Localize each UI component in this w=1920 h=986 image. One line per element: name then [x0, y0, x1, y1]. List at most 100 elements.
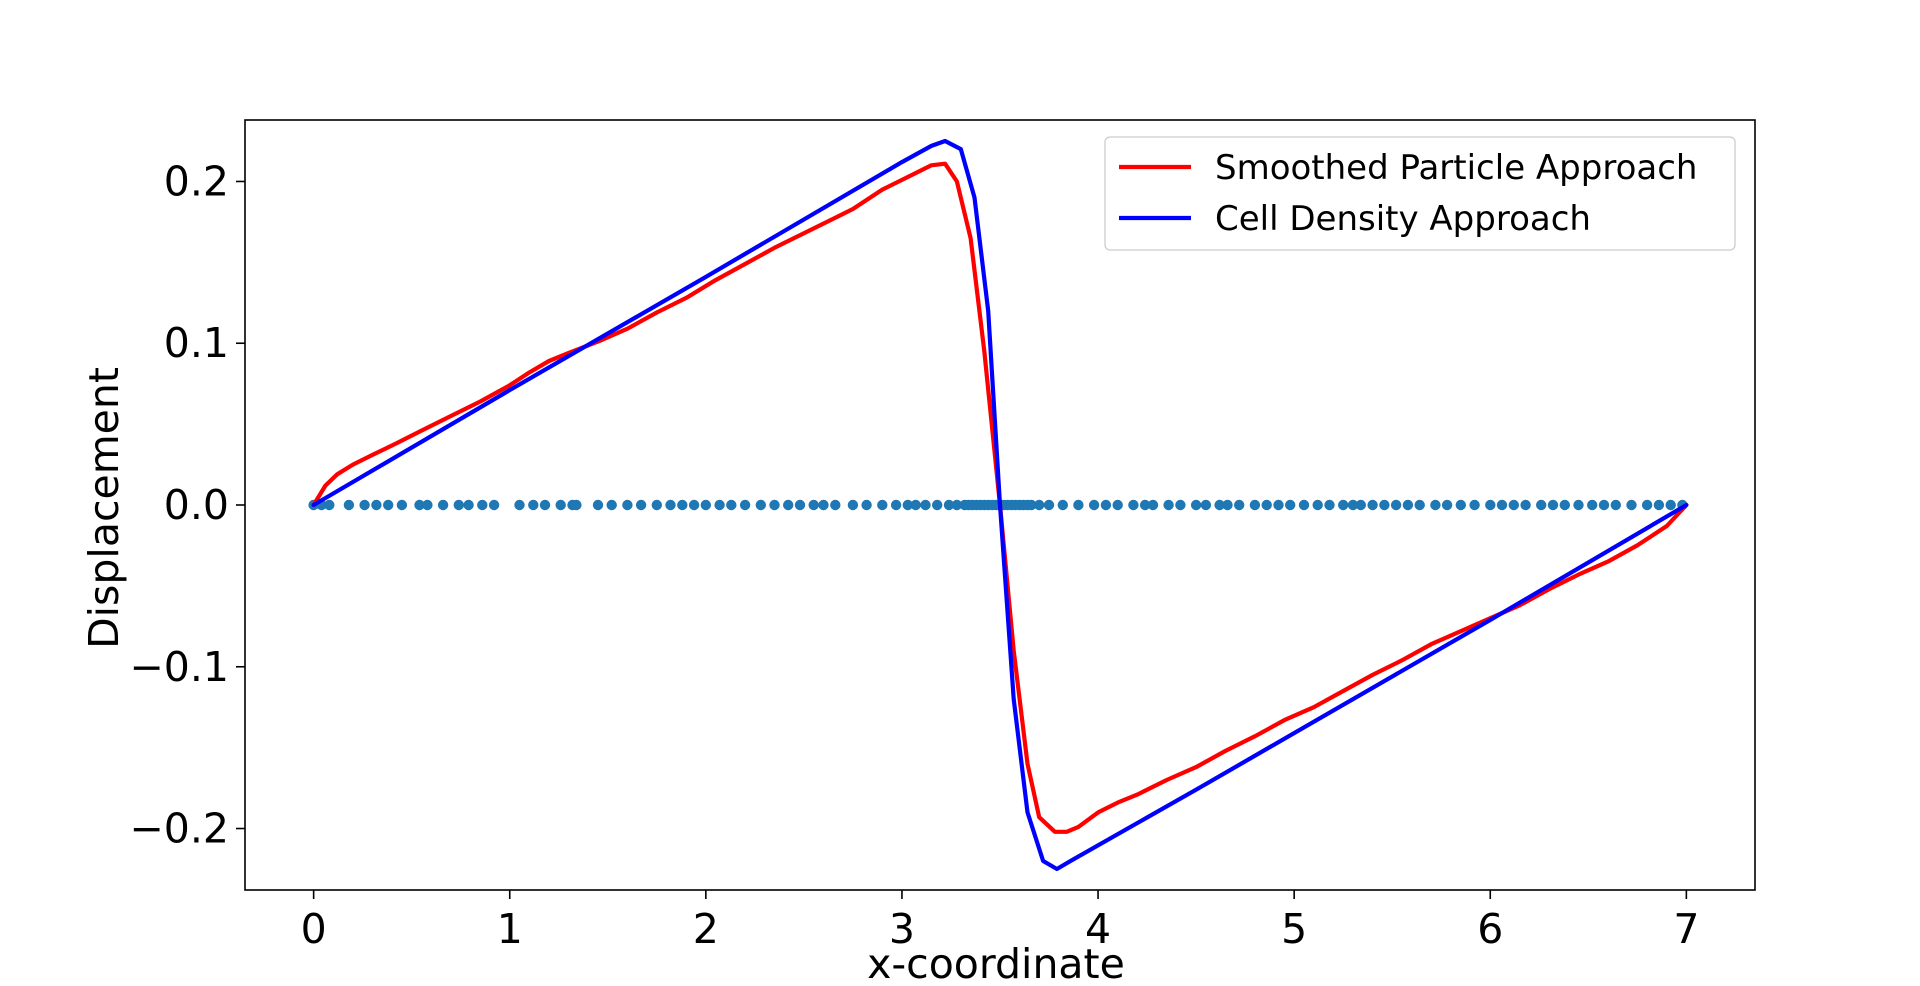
scatter-point: [1402, 499, 1414, 511]
series-line-0: [311, 161, 1689, 834]
scatter-point: [1026, 499, 1037, 511]
scatter-point: [1626, 499, 1637, 511]
scatter-point: [463, 499, 474, 511]
scatter-point: [714, 499, 725, 511]
scatter-point: [830, 499, 841, 511]
scatter-point: [1430, 499, 1441, 511]
scatter-point: [514, 499, 525, 511]
scatter-point: [1163, 499, 1174, 511]
scatter-point: [1573, 499, 1584, 511]
scatter-point: [371, 499, 382, 511]
x-tick-label: 6: [1477, 905, 1503, 953]
scatter-point: [920, 499, 931, 511]
y-axis-title: Displacement: [80, 367, 128, 649]
scatter-point: [890, 499, 902, 511]
scatter-series: [308, 499, 1688, 511]
series-layer: [308, 138, 1689, 872]
x-tick-label: 2: [693, 905, 719, 953]
scatter-point: [726, 499, 737, 511]
scatter-point: [932, 499, 943, 511]
scatter-point: [769, 499, 780, 511]
scatter-point: [651, 499, 662, 511]
legend-label: Smoothed Particle Approach: [1215, 148, 1697, 188]
scatter-point: [1390, 499, 1402, 511]
scatter-point: [592, 499, 604, 511]
scatter-point: [1249, 499, 1261, 511]
scatter-point: [902, 499, 913, 511]
scatter-point: [783, 499, 794, 511]
scatter-point: [665, 499, 676, 511]
scatter-point: [861, 499, 872, 511]
scatter-point: [1324, 499, 1335, 511]
y-tick-label: 0.0: [164, 481, 229, 529]
scatter-point: [383, 499, 394, 511]
scatter-point: [808, 499, 819, 511]
scatter-point: [635, 499, 647, 511]
scatter-point: [453, 499, 464, 511]
scatter-point: [1312, 499, 1323, 511]
scatter-point: [1665, 499, 1676, 511]
x-tick-label: 4: [1085, 905, 1111, 953]
scatter-point: [1034, 499, 1045, 511]
scatter-point: [1100, 499, 1112, 511]
x-axis-title: x-coordinate: [867, 940, 1125, 986]
scatter-point: [794, 499, 806, 511]
scatter-point: [422, 499, 433, 511]
scatter-point: [1214, 499, 1225, 511]
scatter-point: [324, 499, 335, 511]
scatter-point: [359, 499, 370, 511]
legend-label: Cell Density Approach: [1215, 199, 1591, 239]
scatter-point: [1338, 499, 1349, 511]
scatter-point: [877, 499, 888, 511]
scatter-point: [1128, 499, 1139, 511]
y-tick-label: −0.2: [129, 805, 229, 853]
scatter-point: [847, 499, 859, 511]
scatter-point: [1587, 499, 1598, 511]
scatter-point: [1261, 499, 1272, 511]
scatter-point: [700, 499, 711, 511]
scatter-point: [488, 499, 500, 511]
scatter-point: [1469, 499, 1480, 511]
scatter-point: [818, 499, 829, 511]
scatter-point: [951, 499, 963, 511]
y-tick-label: 0.2: [164, 157, 229, 205]
scatter-point: [1496, 499, 1508, 511]
x-tick-label: 3: [889, 905, 915, 953]
scatter-point: [1547, 499, 1559, 511]
scatter-point: [343, 499, 355, 511]
y-tick-label: 0.1: [164, 319, 229, 367]
scatter-point: [528, 499, 539, 511]
scatter-point: [1485, 499, 1496, 511]
x-tick-label: 0: [301, 905, 327, 953]
scatter-point: [1147, 499, 1159, 511]
scatter-point: [1598, 499, 1610, 511]
scatter-point: [1190, 499, 1202, 511]
scatter-point: [688, 499, 700, 511]
scatter-point: [1559, 499, 1571, 511]
scatter-point: [1112, 499, 1123, 511]
scatter-point: [1355, 499, 1367, 511]
x-tick-label: 7: [1673, 905, 1699, 953]
scatter-point: [1610, 499, 1622, 511]
scatter-point: [1298, 499, 1310, 511]
scatter-point: [1508, 499, 1520, 511]
scatter-point: [1414, 499, 1425, 511]
scatter-point: [1222, 499, 1233, 511]
legend: Smoothed Particle Approach Cell Density A…: [1104, 136, 1736, 251]
scatter-point: [1285, 499, 1296, 511]
scatter-point: [1653, 499, 1665, 511]
scatter-point: [555, 499, 566, 511]
y-tick-label: −0.1: [129, 643, 229, 691]
x-tick-label: 1: [497, 905, 523, 953]
scatter-point: [1455, 499, 1467, 511]
scatter-point: [1347, 499, 1359, 511]
scatter-point: [1057, 499, 1069, 511]
scatter-point: [1536, 499, 1547, 511]
scatter-point: [755, 499, 766, 511]
axes-layer: 0 1 2 3 4 5 6 7 −0.2 −0.1 0.0 0.1 0.2: [129, 119, 1756, 953]
scatter-point: [910, 499, 921, 511]
scatter-point: [1273, 499, 1284, 511]
scatter-point: [1073, 499, 1084, 511]
scatter-point: [396, 499, 408, 511]
